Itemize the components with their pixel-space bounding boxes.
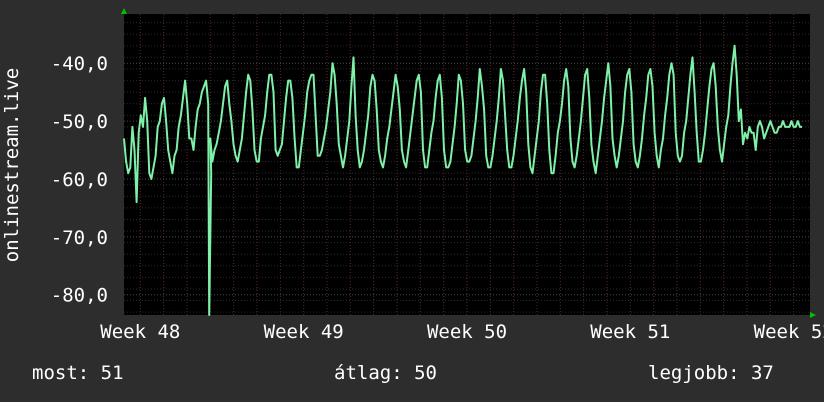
best-value: legjobb: 37 [648,362,774,384]
y-tick-label: -70,0 [51,227,108,249]
y-axis-arrow [121,8,127,14]
x-axis-ticks: Week 48 Week 49 Week 50 Week 51 Week 52 [100,321,824,343]
x-tick-label: Week 51 [590,321,670,343]
x-axis-arrow [810,312,816,318]
y-tick-label: -50,0 [51,111,108,133]
y-axis-ticks: -40,0 -50,0 -60,0 -70,0 -80,0 [51,53,108,307]
y-tick-label: -40,0 [51,53,108,75]
y-tick-label: -60,0 [51,169,108,191]
x-tick-label: Week 52 [754,321,824,343]
average-value: átlag: 50 [334,362,437,384]
series-line [123,44,802,316]
y-axis-label: onlinestream.live [1,68,23,262]
x-tick-label: Week 49 [264,321,344,343]
grid [124,14,810,315]
x-tick-label: Week 50 [427,321,507,343]
x-tick-label: Week 48 [100,321,180,343]
y-tick-label: -80,0 [51,285,108,307]
current-value: most: 51 [32,362,124,384]
